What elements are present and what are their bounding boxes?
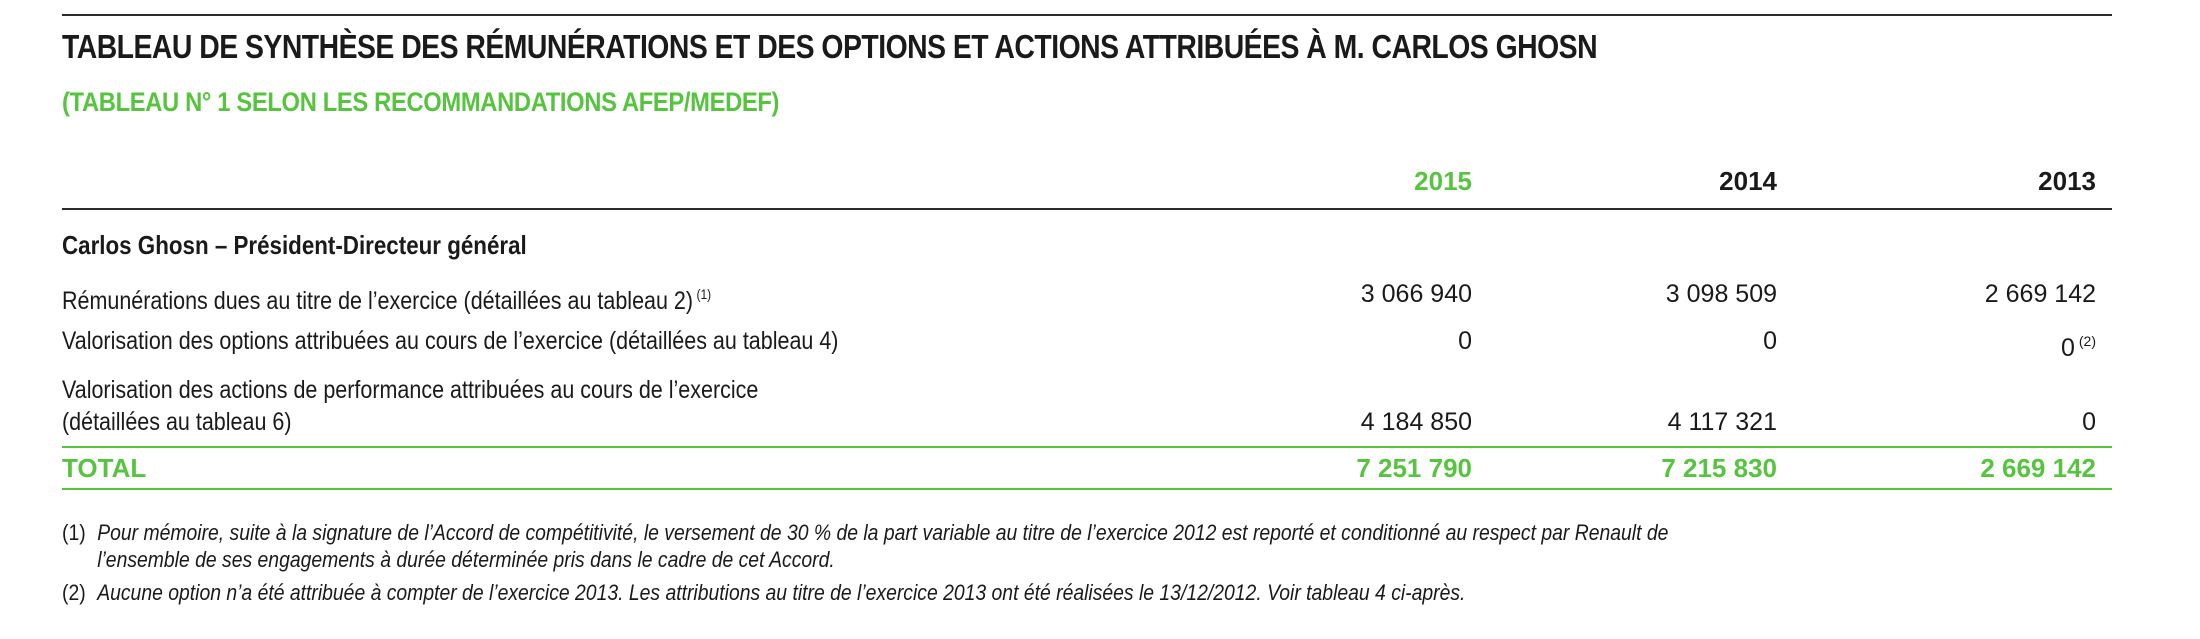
footnote-text: Aucune option n’a été attribuée à compte… — [97, 580, 1466, 605]
year-header-2014: 2014 — [1719, 166, 1777, 196]
table-cell-with-note: 0 (2) — [2061, 325, 2096, 364]
row-label-actions: Valorisation des actions de performance … — [62, 374, 758, 438]
total-label: TOTAL — [62, 453, 147, 483]
footnote-number: (2) — [62, 580, 86, 605]
top-rule — [62, 14, 2112, 16]
row-label-text: Rémunérations dues au titre de l’exercic… — [62, 287, 694, 315]
page-title: TABLEAU DE SYNTHÈSE DES RÉMUNÉRATIONS ET… — [62, 28, 1598, 65]
table-cell: 2 669 142 — [1984, 280, 2096, 308]
page-subtitle: (TABLEAU N° 1 SELON LES RECOMMANDATIONS … — [62, 87, 780, 117]
table-cell: 0 — [1458, 327, 1472, 355]
footnote-text: l’ensemble de ses engagements à durée dé… — [97, 547, 835, 572]
table-cell: 3 098 509 — [1665, 280, 1777, 308]
row-label-options: Valorisation des options attribuées au c… — [62, 327, 839, 355]
total-cell: 7 251 790 — [1356, 453, 1472, 483]
total-rule-bottom — [62, 488, 2112, 490]
row-label-line1: Valorisation des actions de performance … — [62, 376, 759, 404]
table-cell: 0 — [1763, 327, 1777, 355]
total-cell: 7 215 830 — [1661, 453, 1777, 483]
year-header-2015: 2015 — [1414, 166, 1472, 196]
remuneration-summary-page: TABLEAU DE SYNTHÈSE DES RÉMUNÉRATIONS ET… — [62, 0, 2112, 639]
footnote-ref-2: (2) — [2078, 333, 2096, 349]
row-label-remunerations: Rémunérations dues au titre de l’exercic… — [62, 278, 711, 317]
footnote-number: (1) — [62, 520, 86, 545]
footnote-text: Pour mémoire, suite à la signature de l’… — [97, 520, 1669, 545]
footnote-ref-1: (1) — [696, 286, 712, 302]
total-rule-top — [62, 446, 2112, 448]
footnote-1: (1) Pour mémoire, suite à la signature de… — [62, 519, 1668, 573]
table-cell: 0 — [2082, 408, 2096, 436]
footnote-2: (2) Aucune option n’a été attribuée à com… — [62, 579, 1465, 606]
section-label: Carlos Ghosn – Président-Directeur génér… — [62, 230, 527, 260]
row-label-line2: (détaillées au tableau 6) — [62, 408, 292, 436]
table-cell: 4 184 850 — [1360, 408, 1472, 436]
header-rule — [62, 208, 2112, 210]
table-cell: 4 117 321 — [1667, 408, 1777, 436]
year-header-2013: 2013 — [2038, 166, 2096, 196]
total-cell: 2 669 142 — [1980, 453, 2096, 483]
table-cell: 3 066 940 — [1360, 280, 1472, 308]
table-cell-value: 0 — [2060, 334, 2075, 362]
